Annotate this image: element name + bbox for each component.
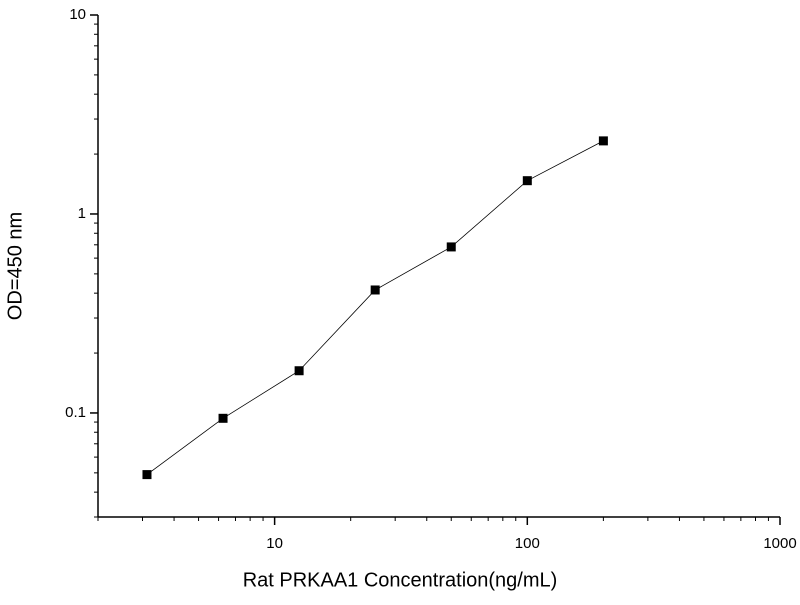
- x-tick-label: 1000: [763, 535, 796, 552]
- data-point: [598, 136, 608, 146]
- x-axis-label: Rat PRKAA1 Concentration(ng/mL): [243, 569, 558, 591]
- data-point: [446, 242, 456, 252]
- x-tick-label: 100: [515, 535, 540, 552]
- data-point: [218, 413, 228, 423]
- y-axis-label: OD=450 nm: [4, 212, 26, 320]
- data-point: [294, 366, 304, 376]
- y-tick-label: 10: [69, 6, 86, 23]
- series-line: [146, 140, 604, 475]
- data-point: [370, 285, 380, 295]
- y-tick-label: 1: [78, 205, 86, 222]
- data-point: [522, 176, 532, 186]
- y-tick-label: 0.1: [65, 404, 86, 421]
- x-tick-label: 10: [266, 535, 283, 552]
- data-point: [142, 470, 152, 480]
